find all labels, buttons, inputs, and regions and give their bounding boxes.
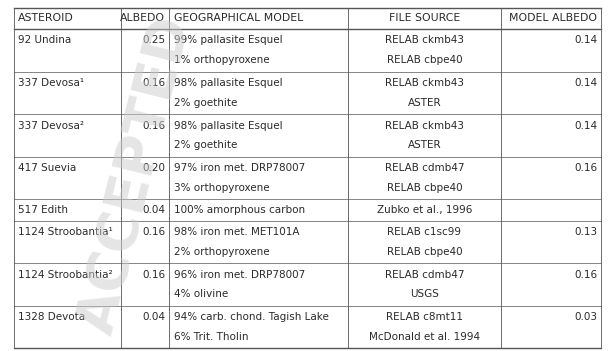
Text: 0.04: 0.04 (142, 312, 165, 322)
Text: McDonald et al. 1994: McDonald et al. 1994 (369, 332, 480, 342)
Text: RELAB ckmb43: RELAB ckmb43 (385, 35, 464, 46)
Text: 1% orthopyroxene: 1% orthopyroxene (174, 55, 269, 65)
Text: 0.16: 0.16 (142, 270, 165, 279)
Text: 0.14: 0.14 (574, 121, 597, 131)
Text: 0.14: 0.14 (574, 35, 597, 46)
Text: 0.03: 0.03 (574, 312, 597, 322)
Text: GEOGRAPHICAL MODEL: GEOGRAPHICAL MODEL (174, 13, 303, 24)
Text: 1328 Devota: 1328 Devota (18, 312, 85, 322)
Text: 6% Trit. Tholin: 6% Trit. Tholin (174, 332, 248, 342)
Text: 0.16: 0.16 (142, 121, 165, 131)
Text: 0.16: 0.16 (574, 270, 597, 279)
Text: 100% amorphous carbon: 100% amorphous carbon (174, 205, 305, 215)
Text: 0.20: 0.20 (142, 163, 165, 173)
Text: 4% olivine: 4% olivine (174, 289, 228, 299)
Text: 98% pallasite Esquel: 98% pallasite Esquel (174, 121, 282, 131)
Text: 0.16: 0.16 (142, 78, 165, 88)
Text: 1124 Stroobantia¹: 1124 Stroobantia¹ (18, 227, 113, 237)
Text: 2% orthopyroxene: 2% orthopyroxene (174, 247, 269, 257)
Text: RELAB cbpe40: RELAB cbpe40 (387, 247, 462, 257)
Text: USGS: USGS (410, 289, 439, 299)
Text: RELAB c8mt11: RELAB c8mt11 (386, 312, 463, 322)
Text: FILE SOURCE: FILE SOURCE (389, 13, 460, 24)
Text: ASTER: ASTER (408, 98, 441, 108)
Text: 3% orthopyroxene: 3% orthopyroxene (174, 183, 269, 193)
Text: RELAB ckmb43: RELAB ckmb43 (385, 78, 464, 88)
Text: 98% iron met. MET101A: 98% iron met. MET101A (174, 227, 300, 237)
Text: 517 Edith: 517 Edith (18, 205, 68, 215)
Text: 0.04: 0.04 (142, 205, 165, 215)
Text: RELAB ckmb43: RELAB ckmb43 (385, 121, 464, 131)
Text: 417 Suevia: 417 Suevia (18, 163, 76, 173)
Text: 0.13: 0.13 (574, 227, 597, 237)
Text: 99% pallasite Esquel: 99% pallasite Esquel (174, 35, 282, 46)
Text: ASTEROID: ASTEROID (18, 13, 74, 24)
Text: RELAB c1sc99: RELAB c1sc99 (387, 227, 461, 237)
Text: RELAB cbpe40: RELAB cbpe40 (387, 55, 462, 65)
Text: RELAB cbpe40: RELAB cbpe40 (387, 183, 462, 193)
Text: 337 Devosa¹: 337 Devosa¹ (18, 78, 84, 88)
Text: 98% pallasite Esquel: 98% pallasite Esquel (174, 78, 282, 88)
Text: RELAB cdmb47: RELAB cdmb47 (385, 270, 464, 279)
Text: 97% iron met. DRP78007: 97% iron met. DRP78007 (174, 163, 305, 173)
Text: 96% iron met. DRP78007: 96% iron met. DRP78007 (174, 270, 305, 279)
Text: RELAB cdmb47: RELAB cdmb47 (385, 163, 464, 173)
Text: Zubko et al., 1996: Zubko et al., 1996 (377, 205, 472, 215)
Text: 0.25: 0.25 (142, 35, 165, 46)
Text: 0.14: 0.14 (574, 78, 597, 88)
Text: ACCEPTED: ACCEPTED (69, 11, 201, 340)
Text: 1124 Stroobantia²: 1124 Stroobantia² (18, 270, 113, 279)
Text: 94% carb. chond. Tagish Lake: 94% carb. chond. Tagish Lake (174, 312, 328, 322)
Text: ALBEDO: ALBEDO (120, 13, 165, 24)
Text: 337 Devosa²: 337 Devosa² (18, 121, 84, 131)
Text: 0.16: 0.16 (142, 227, 165, 237)
Text: MODEL ALBEDO: MODEL ALBEDO (509, 13, 597, 24)
Text: 2% goethite: 2% goethite (174, 98, 237, 108)
Text: ASTER: ASTER (408, 140, 441, 150)
Text: 0.16: 0.16 (574, 163, 597, 173)
Text: 2% goethite: 2% goethite (174, 140, 237, 150)
Text: 92 Undina: 92 Undina (18, 35, 71, 46)
